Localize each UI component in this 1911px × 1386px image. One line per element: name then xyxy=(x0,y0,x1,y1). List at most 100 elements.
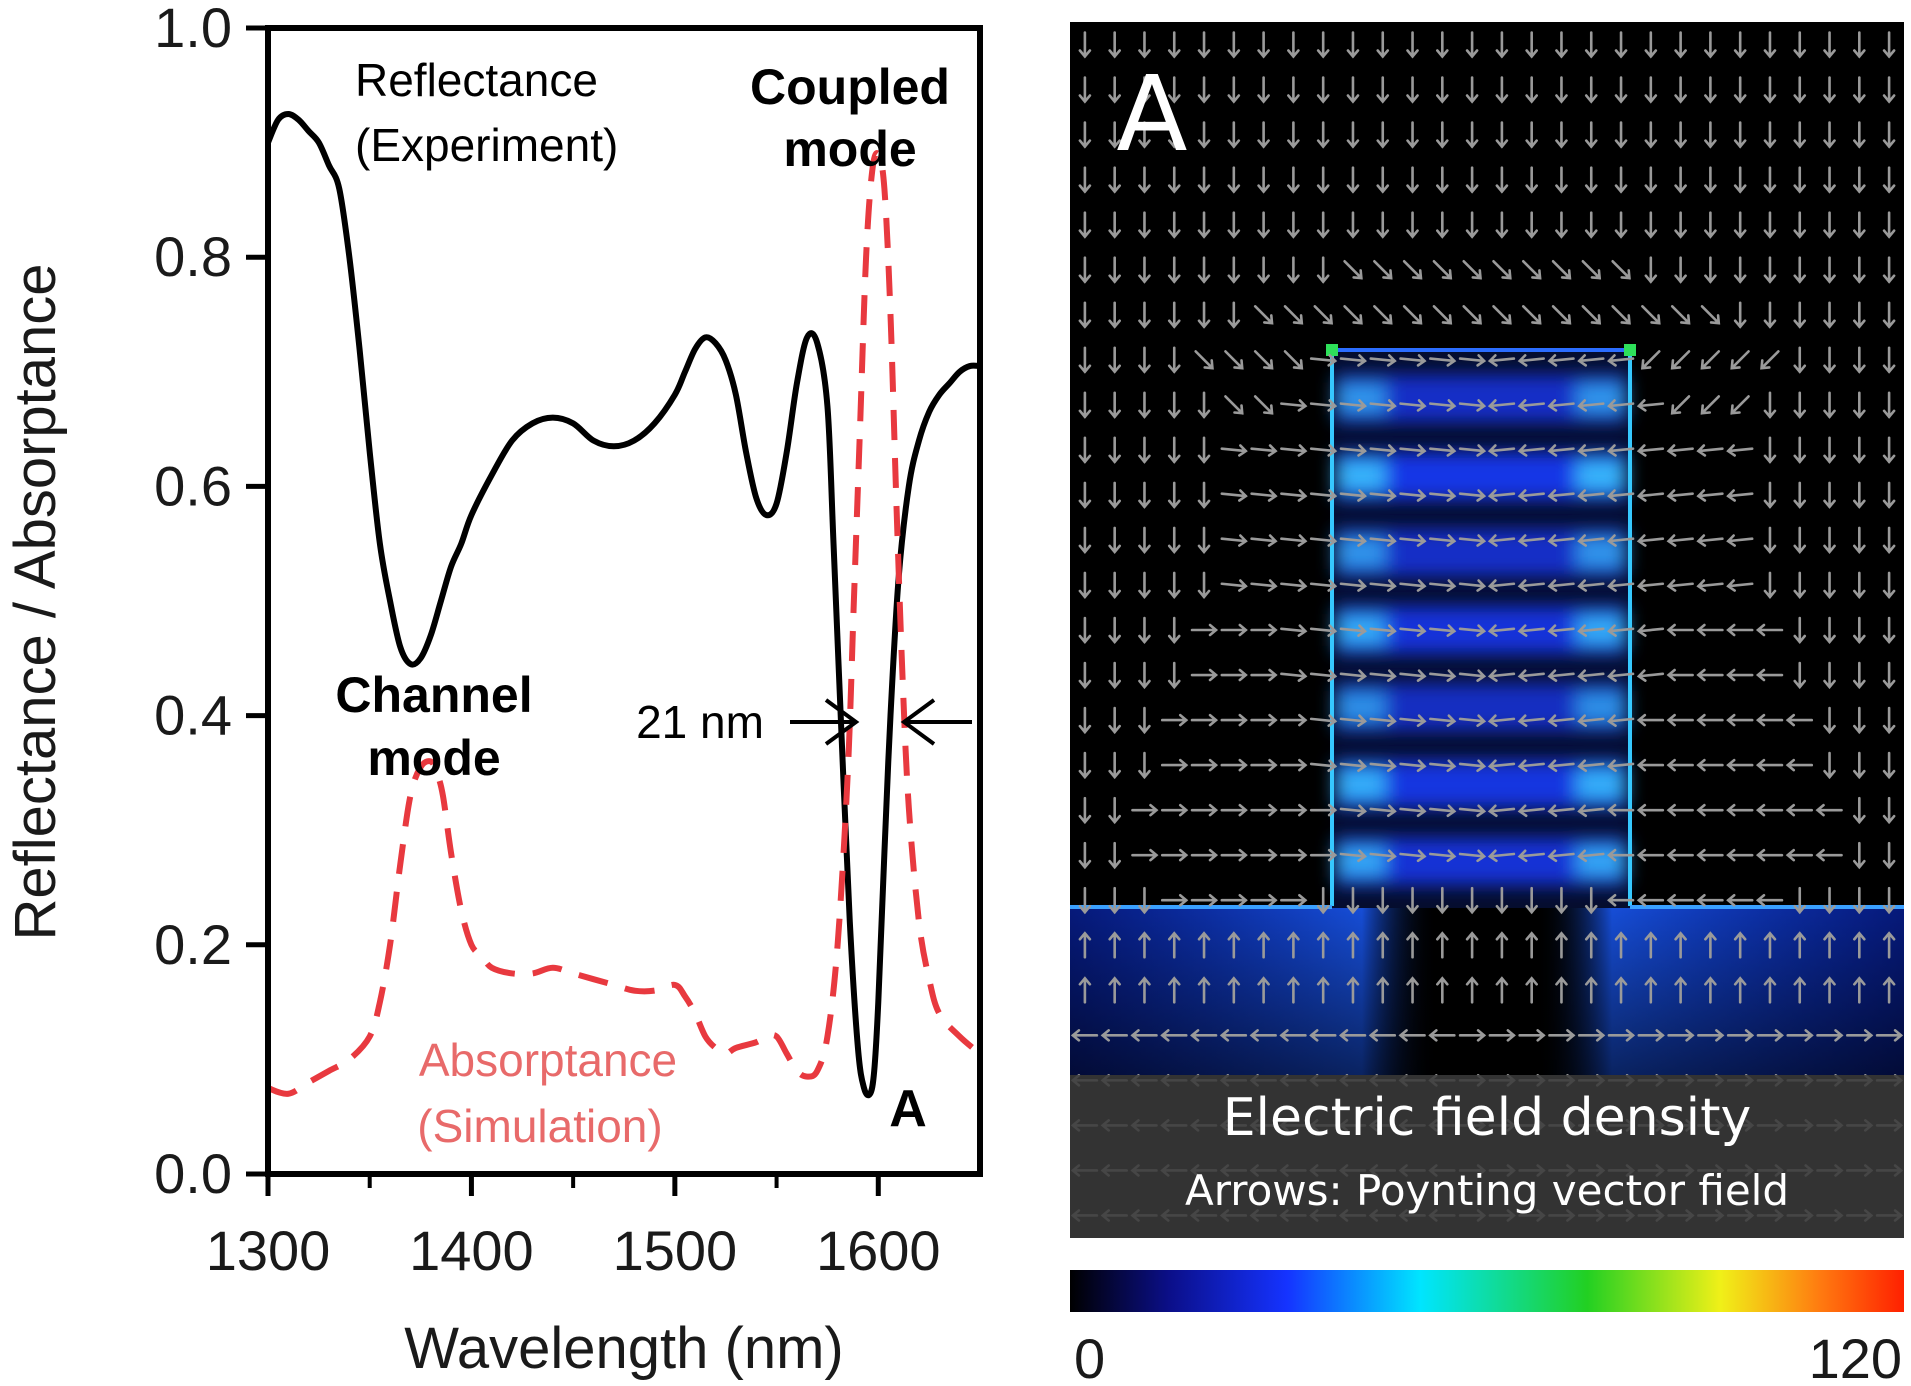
poynting-arrow xyxy=(1521,260,1542,280)
poynting-arrow xyxy=(1853,301,1866,329)
poynting-arrow xyxy=(1138,886,1151,915)
poynting-arrow xyxy=(1577,624,1605,637)
poynting-arrow xyxy=(1316,976,1330,1004)
poynting-arrow xyxy=(1402,305,1423,325)
poynting-arrow xyxy=(1793,661,1807,690)
poynting-arrow xyxy=(1846,1029,1874,1042)
x-tick-label: 1500 xyxy=(613,1219,738,1282)
poynting-arrow xyxy=(1793,886,1807,915)
poynting-arrow xyxy=(1108,571,1121,599)
poynting-arrow xyxy=(1696,534,1724,547)
poynting-arrow xyxy=(1755,803,1784,817)
poynting-arrow xyxy=(1406,211,1419,239)
poynting-arrow xyxy=(1763,976,1777,1004)
poynting-arrow xyxy=(1577,714,1605,727)
poynting-arrow xyxy=(1726,534,1754,547)
poynting-arrow xyxy=(1674,121,1687,149)
poynting-arrow xyxy=(1607,489,1635,502)
poynting-arrow xyxy=(1406,166,1419,194)
poynting-arrow xyxy=(1666,489,1694,502)
poynting-arrow xyxy=(1257,211,1270,239)
poynting-arrow xyxy=(1793,616,1807,645)
poynting-arrow xyxy=(1250,848,1278,862)
poynting-arrow xyxy=(1138,706,1151,735)
channel-mode-label-line1: Channel xyxy=(335,667,532,723)
poynting-arrow xyxy=(1160,758,1189,772)
poynting-arrow xyxy=(1283,350,1304,370)
poynting-arrow xyxy=(1763,436,1777,464)
poynting-arrow xyxy=(1399,624,1427,637)
poynting-arrow xyxy=(1376,931,1390,959)
poynting-arrow xyxy=(1487,489,1516,502)
poynting-arrow xyxy=(1517,399,1545,412)
poynting-arrow xyxy=(1316,886,1330,915)
poynting-arrow xyxy=(1581,260,1602,280)
poynting-arrow xyxy=(1108,526,1121,554)
poynting-arrow xyxy=(1257,166,1270,194)
poynting-arrow xyxy=(1190,1029,1218,1042)
poynting-arrow xyxy=(1346,121,1360,149)
poynting-arrow xyxy=(1704,31,1717,59)
poynting-arrow xyxy=(1577,759,1605,773)
poynting-arrow xyxy=(1577,849,1605,863)
poynting-arrow xyxy=(1346,976,1360,1004)
poynting-arrow xyxy=(1875,1029,1904,1042)
poynting-arrow xyxy=(1666,623,1694,637)
poynting-arrow xyxy=(1406,31,1419,59)
poynting-arrow xyxy=(1376,76,1390,104)
poynting-arrow xyxy=(1882,751,1896,780)
poynting-arrow xyxy=(1614,121,1628,149)
poynting-arrow xyxy=(1733,976,1747,1004)
poynting-arrow xyxy=(1882,391,1896,419)
poynting-arrow xyxy=(1823,121,1836,149)
poynting-arrow xyxy=(1339,399,1367,412)
poynting-arrow xyxy=(1577,804,1605,818)
poynting-arrow xyxy=(1667,1029,1695,1042)
poynting-arrow xyxy=(1257,931,1270,959)
poynting-arrow xyxy=(1399,669,1427,682)
poynting-arrow xyxy=(1190,623,1219,637)
poynting-arrow xyxy=(1700,305,1721,325)
poynting-arrow xyxy=(1167,31,1181,59)
poynting-arrow xyxy=(1525,76,1538,104)
poynting-arrow xyxy=(1406,886,1419,915)
poynting-arrow xyxy=(1343,305,1363,325)
poynting-arrow xyxy=(1636,803,1665,817)
poynting-arrow xyxy=(1704,211,1717,239)
poynting-arrow xyxy=(1755,623,1784,637)
poynting-arrow xyxy=(1793,76,1807,104)
poynting-arrow xyxy=(1584,976,1598,1004)
poynting-arrow xyxy=(1525,886,1538,915)
poynting-arrow xyxy=(1584,886,1598,915)
poynting-arrow xyxy=(1793,391,1807,419)
poynting-arrow xyxy=(1666,713,1694,727)
poynting-arrow xyxy=(1376,121,1390,149)
poynting-arrow xyxy=(1197,436,1211,464)
poynting-arrow xyxy=(1167,661,1181,690)
poynting-arrow xyxy=(1197,526,1211,554)
poynting-arrow xyxy=(1733,256,1747,284)
poynting-arrow xyxy=(1458,354,1487,367)
poynting-arrow xyxy=(1227,976,1241,1004)
poynting-arrow xyxy=(1666,579,1694,592)
poynting-arrow xyxy=(1793,481,1807,509)
poynting-arrow xyxy=(1257,256,1270,284)
poynting-arrow xyxy=(1607,1029,1636,1042)
poynting-arrow xyxy=(1704,976,1717,1004)
poynting-arrow xyxy=(1793,346,1807,374)
poynting-arrow xyxy=(1547,759,1575,773)
poynting-arrow xyxy=(1160,713,1189,727)
poynting-arrow xyxy=(1339,489,1367,502)
poynting-arrow xyxy=(1636,444,1665,457)
poynting-arrow xyxy=(1823,256,1836,284)
poynting-arrow xyxy=(1197,31,1211,59)
poynting-arrow xyxy=(1138,211,1151,239)
poynting-arrow xyxy=(1487,714,1516,727)
poynting-arrow xyxy=(1316,256,1330,284)
poynting-arrow xyxy=(1138,31,1151,59)
poynting-arrow xyxy=(1704,121,1717,149)
poynting-arrow xyxy=(1644,121,1658,149)
poynting-arrow xyxy=(1674,931,1687,959)
poynting-arrow xyxy=(1138,616,1151,645)
